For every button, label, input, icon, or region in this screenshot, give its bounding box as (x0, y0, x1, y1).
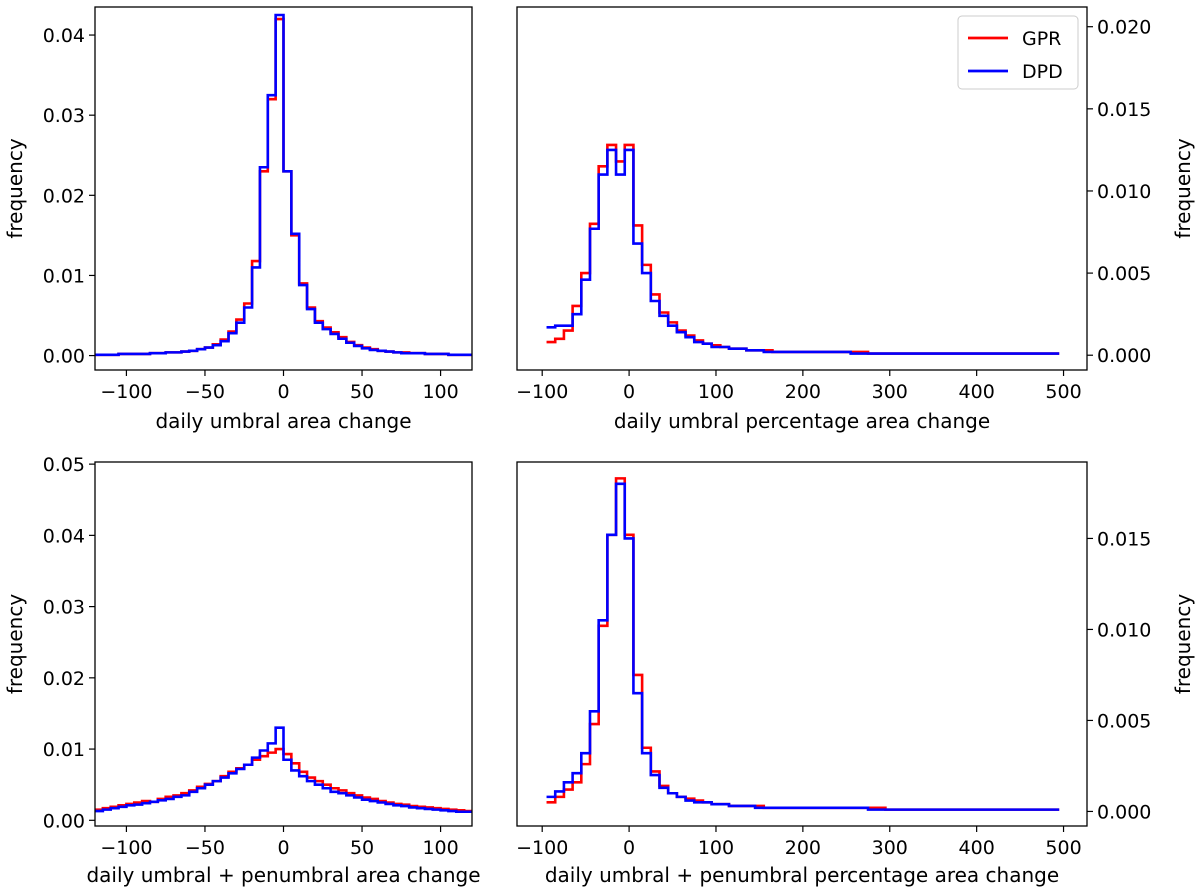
y-tick-label: 0.04 (43, 525, 85, 547)
x-tick-label: 100 (698, 837, 734, 859)
y-tick-label: 0.010 (1097, 181, 1151, 203)
x-tick-label: 100 (698, 381, 734, 403)
series-line-gpr (546, 143, 1060, 355)
x-tick-label: 50 (350, 381, 374, 403)
y-tick-label: 0.005 (1097, 263, 1151, 285)
x-tick-label: 0 (277, 381, 289, 403)
legend: GPR DPD (957, 15, 1079, 90)
y-tick-label: 0.010 (1097, 619, 1151, 641)
x-tick-label: 100 (422, 381, 458, 403)
panel-3: −100 −50 0 50 100 0.00 0.01 0.02 0.03 0.04 0.05 dai… (3, 454, 481, 887)
y-tick-label: 0.03 (43, 597, 85, 619)
legend-label-gpr: GPR (1022, 28, 1061, 50)
x-tick-label: 0 (277, 837, 289, 859)
y-tick-label: 0.015 (1097, 99, 1151, 121)
y-tick-label: 0.02 (43, 185, 85, 207)
x-tick-label: 200 (785, 837, 821, 859)
x-axis-label: daily umbral area change (155, 409, 411, 433)
panel-2: −100 0 100 200 300 400 500 0.000 0.005 0.010 0.015… (516, 6, 1195, 433)
series-line-gpr (546, 477, 1060, 811)
y-tick-label: 0.000 (1097, 801, 1151, 823)
x-axis-label: daily umbral + penumbral area change (86, 863, 480, 887)
x-tick-label: −50 (185, 381, 225, 403)
x-tick-label: −100 (100, 381, 152, 403)
y-tick-label: 0.03 (43, 105, 85, 127)
x-axis-label: daily umbral percentage area change (614, 409, 990, 433)
panel-4: −100 0 100 200 300 400 500 0.000 0.005 0.010 0.015… (516, 461, 1195, 887)
y-tick-label: 0.01 (43, 739, 85, 761)
plot-frame (516, 6, 1088, 371)
series-line-dpd (546, 482, 1060, 811)
y-tick-label: 0.00 (43, 346, 85, 368)
legend-label-dpd: DPD (1022, 61, 1063, 83)
y-axis-label: frequency (1171, 138, 1195, 238)
plot-frame (516, 461, 1088, 827)
x-tick-label: 100 (422, 837, 458, 859)
x-tick-label: −100 (516, 837, 568, 859)
x-tick-label: 0 (623, 381, 635, 403)
y-axis-label: frequency (1171, 594, 1195, 694)
x-tick-label: 0 (623, 837, 635, 859)
y-tick-label: 0.04 (43, 25, 85, 47)
x-tick-label: −100 (100, 837, 152, 859)
y-tick-label: 0.000 (1097, 345, 1151, 367)
y-tick-label: 0.015 (1097, 528, 1151, 550)
plot-frame (94, 461, 473, 827)
y-tick-label: 0.005 (1097, 710, 1151, 732)
y-tick-label: 0.01 (43, 265, 85, 287)
x-tick-label: 200 (785, 381, 821, 403)
x-axis-label: daily umbral + penumbral percentage area… (545, 863, 1059, 887)
x-tick-label: −50 (185, 837, 225, 859)
x-tick-label: 500 (1045, 837, 1081, 859)
series-line-dpd (95, 13, 472, 357)
x-tick-label: 500 (1045, 381, 1081, 403)
x-tick-label: 400 (959, 837, 995, 859)
panel-1: −100 −50 0 50 100 0.00 0.01 0.02 0.03 0.04 daily u… (3, 6, 473, 433)
x-tick-label: 50 (350, 837, 374, 859)
y-tick-label: 0.05 (43, 454, 85, 476)
x-tick-label: 300 (872, 381, 908, 403)
series-line-dpd (546, 148, 1060, 355)
y-axis-label: frequency (3, 594, 27, 694)
y-axis-label: frequency (3, 138, 27, 238)
x-tick-label: −100 (516, 381, 568, 403)
x-tick-label: 300 (872, 837, 908, 859)
y-tick-label: 0.020 (1097, 17, 1151, 39)
series-line-dpd (95, 726, 472, 814)
y-tick-label: 0.00 (43, 810, 85, 832)
y-tick-label: 0.02 (43, 668, 85, 690)
x-tick-label: 400 (959, 381, 995, 403)
